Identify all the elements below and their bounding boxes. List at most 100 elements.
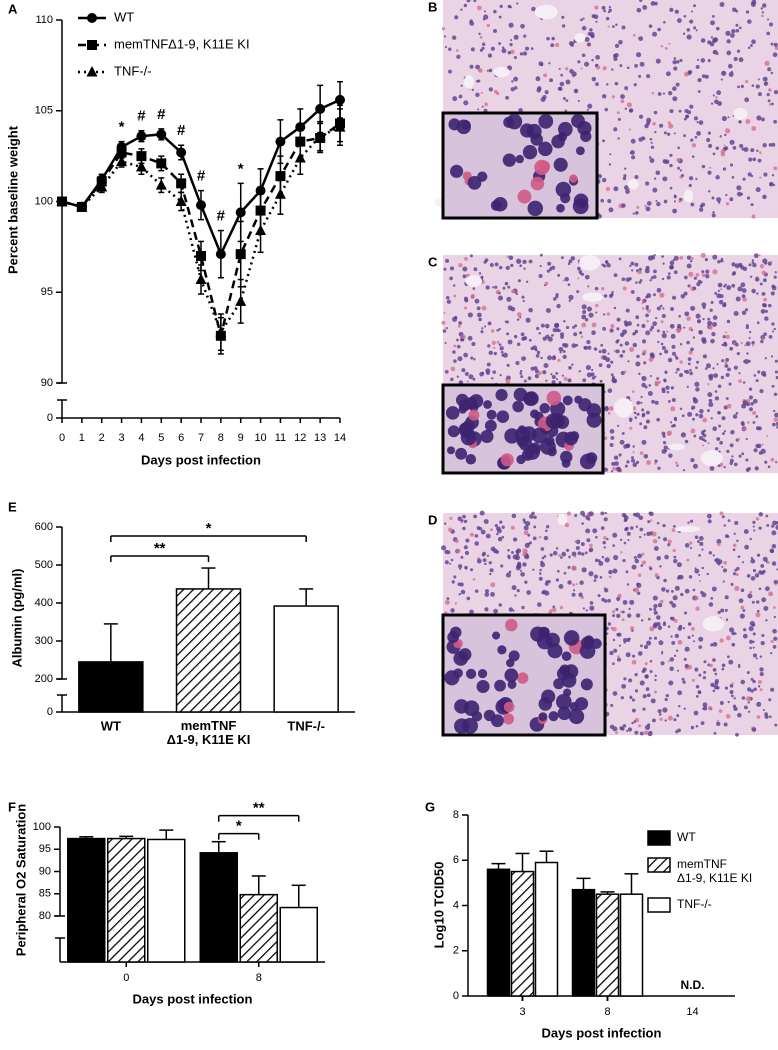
tissue-cell [701, 253, 706, 258]
tissue-cell [697, 78, 701, 82]
y-tick-label: 110 [35, 14, 53, 26]
tissue-cell [591, 369, 593, 371]
tissue-cell [565, 99, 568, 102]
tissue-cell [566, 326, 569, 329]
tissue-cell [524, 580, 527, 583]
tissue-cell [532, 345, 537, 350]
tissue-cell [762, 195, 766, 199]
tissue-cell [662, 307, 664, 309]
tissue-cell [681, 174, 684, 177]
tissue-cell [750, 44, 753, 47]
tissue-cell [646, 532, 650, 536]
tissue-cell [603, 536, 607, 540]
tissue-cell [545, 530, 548, 533]
inset-cell [577, 121, 591, 135]
tissue-cell [748, 158, 752, 162]
tissue-cell [771, 291, 775, 295]
tissue-cell [602, 541, 605, 544]
tissue-cell [628, 678, 632, 682]
tissue-cell [709, 167, 711, 169]
tissue-cell [539, 274, 543, 278]
tissue-cell [666, 589, 669, 592]
y-tick-label: 8 [453, 809, 459, 821]
legend-label: memTNFΔ1-9, K11E KI [114, 36, 250, 51]
tissue-cell [654, 546, 659, 551]
tissue-cell [670, 421, 672, 423]
tissue-cell [723, 167, 726, 170]
tissue-cell [561, 256, 564, 259]
tissue-cell [712, 15, 715, 18]
inset-cell [569, 174, 577, 182]
tissue-cell [465, 372, 469, 376]
tissue-cell [760, 571, 764, 575]
tissue-cell [701, 203, 705, 207]
tissue-cell [464, 520, 467, 523]
tissue-cell [609, 651, 613, 655]
tissue-cell [585, 529, 590, 534]
tissue-cell [594, 376, 596, 378]
tissue-cell [772, 385, 775, 388]
tissue-cell [670, 617, 673, 620]
alveolus [557, 514, 567, 525]
tissue-cell [656, 622, 660, 626]
tissue-cell [672, 86, 677, 91]
tissue-cell [716, 363, 718, 365]
inset-cell [569, 709, 584, 724]
inset-cell [540, 439, 556, 455]
tissue-cell [688, 272, 693, 277]
tissue-cell [546, 37, 550, 41]
x-tick-label: TNF-/- [287, 718, 325, 733]
tissue-cell [632, 655, 635, 658]
tissue-cell [654, 459, 657, 462]
tissue-cell [573, 332, 577, 336]
tissue-cell [657, 341, 659, 343]
tissue-cell [520, 52, 523, 55]
marker [87, 13, 97, 23]
tissue-cell [768, 698, 771, 701]
tissue-cell [717, 53, 719, 55]
tissue-cell [634, 720, 637, 723]
tissue-cell [475, 299, 480, 304]
tissue-cell [752, 158, 756, 162]
tissue-cell [625, 341, 629, 345]
tissue-cell [520, 375, 523, 378]
tissue-cell [511, 80, 513, 82]
tissue-cell [701, 38, 706, 43]
legend-label: memTNFΔ1-9, K11E KI [677, 857, 752, 885]
tissue-cell [522, 260, 526, 264]
tissue-cell [579, 370, 581, 372]
tissue-cell [601, 287, 604, 290]
tissue-cell [520, 24, 525, 29]
tissue-cell [609, 153, 611, 155]
tissue-cell [470, 65, 474, 69]
y-tick-label: 90 [39, 865, 51, 877]
tissue-cell [703, 671, 706, 674]
tissue-cell [572, 566, 577, 571]
alveolus [628, 179, 639, 189]
tissue-cell [608, 622, 611, 625]
tissue-cell [461, 85, 463, 87]
tissue-cell [613, 555, 618, 560]
x-tick-label: 8 [218, 432, 224, 444]
tissue-cell [640, 62, 645, 67]
tissue-cell [716, 147, 719, 150]
tissue-cell [726, 285, 731, 290]
tissue-cell [762, 11, 764, 13]
tissue-cell [710, 42, 715, 47]
tissue-cell [588, 571, 593, 576]
tissue-cell [734, 463, 738, 467]
tissue-cell [605, 557, 610, 562]
tissue-cell [648, 384, 651, 387]
tissue-cell [738, 665, 741, 668]
tissue-cell [760, 264, 764, 268]
tissue-cell [634, 64, 638, 68]
tissue-cell [612, 614, 615, 617]
tissue-cell [613, 57, 617, 61]
tissue-cell [617, 111, 620, 114]
x-tick-label: 1 [79, 432, 85, 444]
tissue-cell [659, 713, 662, 716]
y-tick-label: 90 [41, 377, 53, 389]
inset-cell [446, 406, 460, 420]
tissue-cell [761, 634, 764, 637]
tissue-cell [501, 536, 504, 539]
